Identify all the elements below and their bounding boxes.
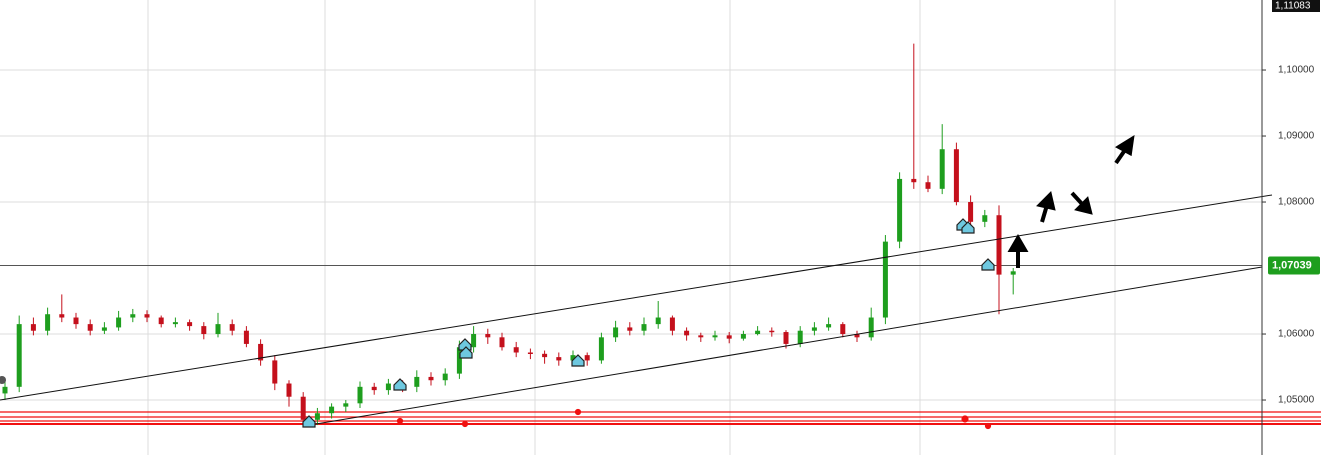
candle-body (272, 360, 278, 384)
candle-body (755, 330, 761, 335)
candle-body (343, 403, 349, 407)
candle-body (655, 317, 661, 325)
candle-body (385, 383, 391, 391)
candle-body (925, 182, 931, 189)
candle-body (73, 317, 79, 325)
candle-body (414, 376, 420, 387)
top-price-box (1272, 0, 1320, 12)
candle-body (130, 314, 136, 318)
signal-marker (961, 221, 975, 234)
candle-body (868, 317, 874, 338)
candle-body (172, 322, 178, 325)
candle-body (229, 324, 235, 331)
candle-body (357, 386, 363, 404)
y-tick-label: 1,05000 (1278, 395, 1315, 406)
candle-body (684, 330, 690, 336)
candle-body (485, 334, 491, 338)
candle-body (286, 383, 292, 397)
arrows (1007, 135, 1135, 268)
candle-body (45, 314, 51, 331)
candle-body (698, 335, 704, 338)
candle-body (314, 413, 320, 420)
candle-body (982, 215, 988, 222)
candle-body (740, 334, 746, 339)
candle-body (300, 396, 306, 420)
candle-body (187, 322, 193, 327)
candle-body (556, 357, 562, 361)
handle (0, 376, 6, 384)
candle-body (329, 406, 335, 414)
signal-marker (393, 378, 407, 391)
candle-body (542, 353, 548, 358)
last-price-box (1268, 256, 1320, 275)
candle-body (840, 324, 846, 335)
candle-body (854, 334, 860, 338)
candle-body (627, 327, 633, 331)
candle-body (59, 314, 65, 318)
candle-body (712, 335, 718, 338)
candle-body (584, 355, 590, 361)
candle-body (2, 386, 8, 394)
candle-body (1010, 271, 1016, 275)
candle-body (968, 202, 974, 222)
candle-body (258, 343, 264, 361)
y-tick-label: 1,09000 (1278, 131, 1315, 142)
vertical-grid (147, 0, 1116, 455)
signal-markers (302, 218, 995, 428)
candle-body (797, 330, 803, 344)
candle-body (442, 373, 448, 381)
candle-body (783, 332, 789, 344)
signal-marker (302, 415, 316, 428)
candle-body (769, 330, 775, 333)
y-tick-label: 1,10000 (1278, 65, 1315, 76)
candle-body (996, 215, 1002, 275)
last-price-label: 1,07039 (1272, 259, 1312, 271)
candle-body (16, 324, 22, 387)
candle-body (158, 317, 164, 325)
candle-body (215, 324, 221, 335)
signal-marker (571, 354, 585, 367)
candle-body (527, 352, 533, 355)
horizontal-levels (0, 408, 1321, 430)
candle-body (428, 376, 434, 381)
candle-body (811, 327, 817, 331)
candle-body (471, 334, 477, 348)
candle-body (598, 337, 604, 361)
candle-body (826, 324, 832, 328)
candle-body (911, 178, 917, 183)
candle-body (144, 314, 150, 318)
candle-body (669, 317, 675, 331)
top-price-label: 1,11083 (1275, 1, 1311, 12)
candle-body (882, 241, 888, 318)
candle-body (613, 327, 619, 338)
candle-body (116, 317, 122, 328)
signal-marker (459, 346, 473, 359)
y-tick-label: 1,06000 (1278, 329, 1315, 340)
candle-body (243, 330, 249, 344)
candle-body (201, 326, 207, 335)
candle-body (513, 347, 519, 353)
candle-body (87, 324, 93, 331)
candle-body (641, 324, 647, 331)
signal-marker (981, 258, 995, 271)
candle-body (371, 386, 377, 391)
candle-body (499, 337, 505, 348)
candle-body (726, 335, 732, 339)
candle-body (101, 327, 107, 331)
trend-channel (0, 194, 1273, 426)
candle-body (939, 149, 945, 189)
candle-body (30, 324, 36, 331)
y-tick-label: 1,08000 (1278, 197, 1315, 208)
candle-body (953, 149, 959, 203)
candle-body (456, 347, 462, 374)
candle-body (570, 355, 576, 361)
candle-body (897, 178, 903, 242)
